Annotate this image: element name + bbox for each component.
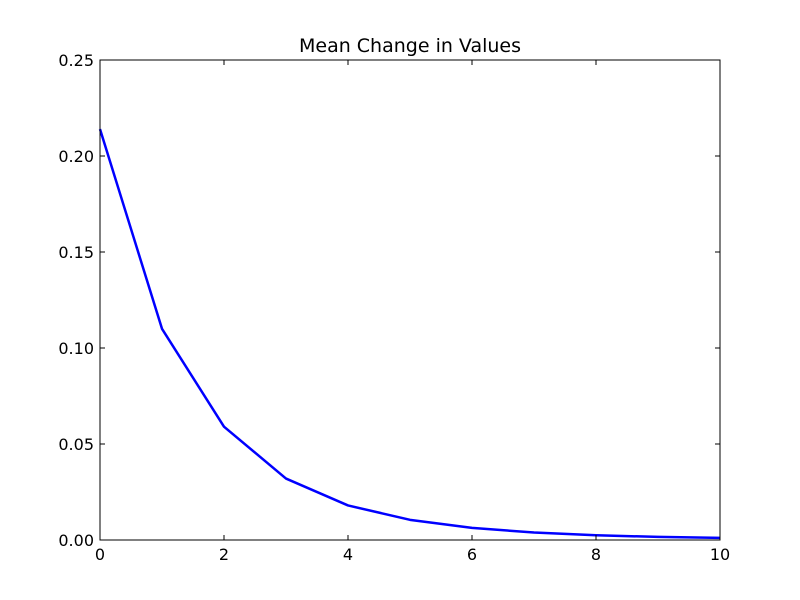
y-tick-label: 0.20 (58, 147, 94, 166)
series-line-0 (98, 128, 721, 540)
y-tick-label: 0.25 (58, 51, 94, 70)
axes-frame (99, 59, 721, 541)
y-tick-label: 0.15 (58, 243, 94, 262)
y-tick-label: 0.00 (58, 531, 94, 550)
chart-title: Mean Change in Values (299, 35, 521, 57)
x-tick-label: 6 (467, 545, 477, 564)
y-tick-label: 0.05 (58, 435, 94, 454)
plot-area (98, 128, 721, 540)
tick-labels: 0 2 4 6 8 10 0.00 0.05 0.10 0.15 0.20 0.25 (58, 51, 730, 564)
x-tick-label: 0 (95, 545, 105, 564)
x-tick-label: 8 (591, 545, 601, 564)
y-tick-label: 0.10 (58, 339, 94, 358)
x-tick-label: 2 (219, 545, 229, 564)
x-tick-label: 10 (710, 545, 730, 564)
x-tick-label: 4 (343, 545, 353, 564)
